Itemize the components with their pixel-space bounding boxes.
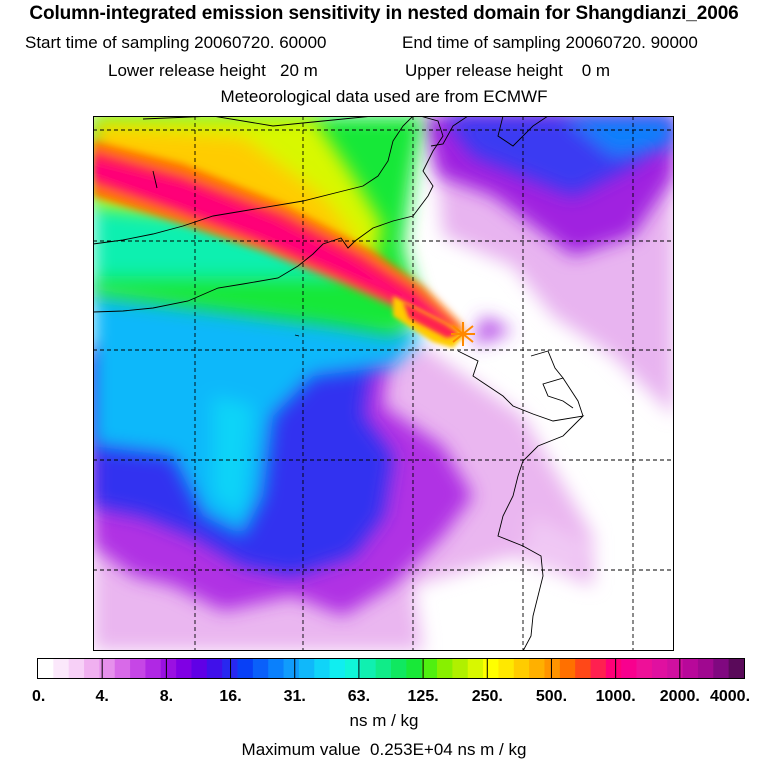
colorbar-cell [314,659,331,678]
colorbar-unit: ns m / kg [349,711,419,730]
colorbar-cell [575,659,591,678]
colorbar-tick-label: 16. [219,688,241,705]
map-frame [93,116,674,651]
colorbar-tick-label: 2000. [660,688,700,705]
colorbar-cell [298,659,315,678]
colorbar-ticks: 0. 4. 8. 16. 31. 63. 125. 250. 500. 1000. 2000. 400… [32,659,750,705]
sensitivity-field [93,116,674,651]
colorbar-cell [682,659,699,678]
colorbar-tick-label: 31. [284,688,306,705]
colorbar-cell [544,659,561,678]
colorbar-frame [37,658,745,679]
colorbar-cell [160,659,177,678]
colorbar-cell [467,659,484,678]
colorbar-cell [329,659,346,678]
colorbar-cell [38,659,54,678]
colorbar-cell [697,659,714,678]
colorbar-cell [391,659,407,678]
colorbar-cell [360,659,377,678]
colorbar-cell [206,659,223,678]
colorbar-tick-label: 125. [408,688,439,705]
colorbar-cell [130,659,146,678]
colorbar-cell [498,659,515,678]
colorbar-cell [651,659,668,678]
colorbar-cell [437,659,453,678]
colorbar-tick-label: 1000. [596,688,636,705]
latlon-grid [93,116,674,651]
start-time-label: Start time of sampling 20060720. 60000 [25,33,327,52]
colorbar-cell [145,659,162,678]
colorbar-tick-label: 4000. [710,688,750,705]
colorbar-cell [559,659,576,678]
colorbar-tick-label: 0. [32,688,45,705]
colorbar-cell [621,659,637,678]
colorbar-tick-label: 8. [160,688,173,705]
max-value: 0.253E+04 [370,740,453,759]
colorbar-cell [84,659,100,678]
start-time-value: 20060720. 60000 [194,33,327,52]
max-value-line: Maximum value 0.253E+04 ns m / kg [241,740,527,759]
colorbar-cell [590,659,607,678]
colorbar-tick-label: 250. [472,688,503,705]
colorbar-cell [176,659,192,678]
emission-sensitivity-map [93,116,674,651]
colorbar-cell [53,659,70,678]
colorbar-cell [268,659,284,678]
receptor-star-icon [451,322,475,346]
colorbar-tick-label: 63. [348,688,370,705]
colorbar-cell [344,659,361,678]
end-time-label: End time of sampling 20060720. 90000 [402,33,698,52]
colorbar-cell [728,659,745,678]
upper-release-height: Upper release height 0 m [405,61,611,80]
colorbar-cell [667,659,684,678]
colorbar-cell [252,659,269,678]
colorbar-tick-label: 4. [96,688,109,705]
colorbar-cell [421,659,438,678]
colorbar-cell [283,659,300,678]
colorbar-cell [529,659,545,678]
colorbar-cell [513,659,530,678]
colorbar-cell [375,659,392,678]
colorbar-cells [38,659,745,678]
colorbar-cell [636,659,653,678]
colorbar-cell [406,659,423,678]
colorbar-cell [68,659,85,678]
colorbar-cell [483,659,499,678]
colorbar-cell [99,659,116,678]
colorbar-cell [191,659,208,678]
end-time-value: 20060720. 90000 [565,33,698,52]
colorbar-tick-label: 500. [536,688,567,705]
colorbar-cell [114,659,131,678]
colorbar-cell [452,659,469,678]
colorbar-cell [605,659,622,678]
lower-release-height: Lower release height 20 m [108,61,318,80]
colorbar: 0. 4. 8. 16. 31. 63. 125. 250. 500. 1000. 2000. 400… [32,658,750,705]
plot-title: Column-integrated emission sensitivity i… [29,3,739,24]
colorbar-cell [713,659,730,678]
met-data-line: Meteorological data used are from ECMWF [220,87,548,106]
colorbar-cell [237,659,254,678]
